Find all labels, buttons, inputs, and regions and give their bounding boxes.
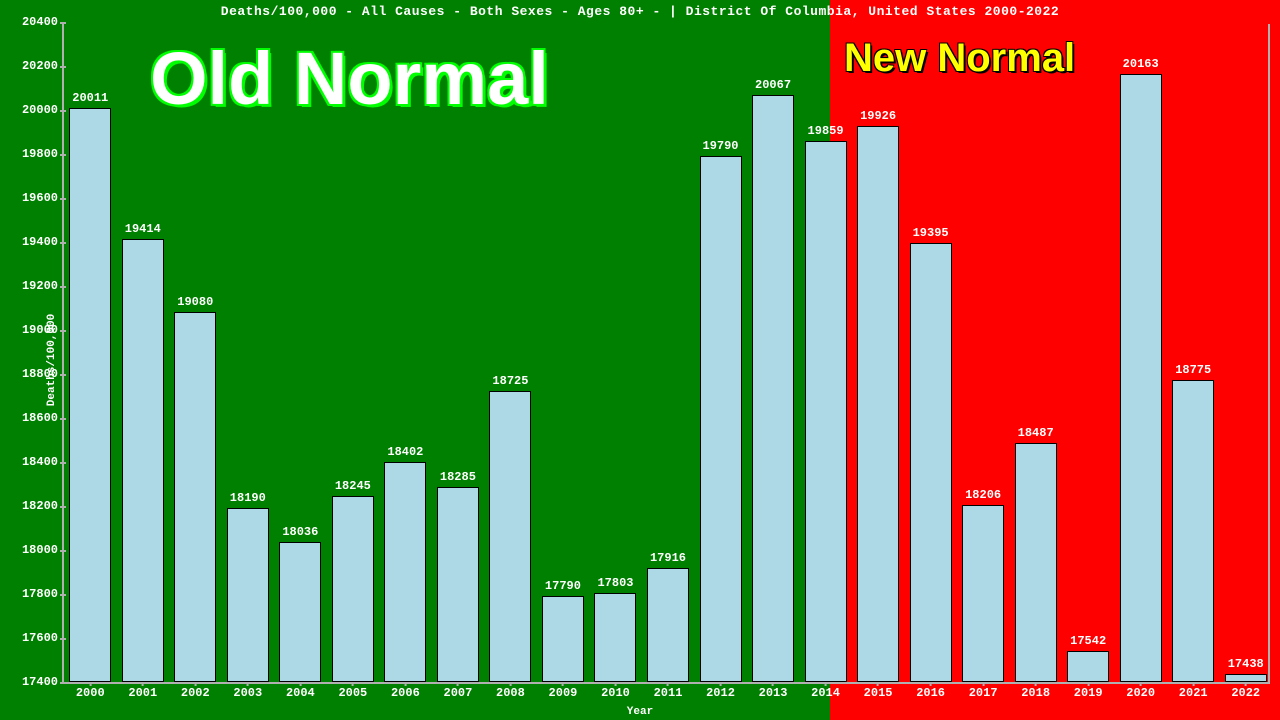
- bar-value-label: 18285: [440, 470, 476, 488]
- bar-value-label: 18775: [1175, 363, 1211, 381]
- y-tick: 19000: [22, 323, 64, 337]
- x-tick: 2021: [1179, 682, 1208, 700]
- bar: 17916: [647, 568, 689, 682]
- x-tick: 2018: [1021, 682, 1050, 700]
- bar-value-label: 19080: [177, 295, 213, 313]
- bar: 18402: [384, 462, 426, 682]
- x-tick: 2004: [286, 682, 315, 700]
- bar-value-label: 18245: [335, 479, 371, 497]
- y-tick: 18200: [22, 499, 64, 513]
- x-tick: 2010: [601, 682, 630, 700]
- x-tick: 2017: [969, 682, 998, 700]
- bar-value-label: 18190: [230, 491, 266, 509]
- bar: 19926: [857, 126, 899, 682]
- bar: 19859: [805, 141, 847, 682]
- bar: 19790: [700, 156, 742, 682]
- x-tick: 2006: [391, 682, 420, 700]
- bar-value-label: 17790: [545, 579, 581, 597]
- bar-value-label: 18206: [965, 488, 1001, 506]
- x-tick: 2019: [1074, 682, 1103, 700]
- bar: 18725: [489, 391, 531, 683]
- y-tick: 17600: [22, 631, 64, 645]
- x-axis-label: Year: [0, 706, 1280, 718]
- bar-value-label: 17916: [650, 551, 686, 569]
- bar: 20011: [69, 108, 111, 682]
- bar-value-label: 18036: [282, 525, 318, 543]
- bar-value-label: 19395: [913, 226, 949, 244]
- bar: 19080: [174, 312, 216, 682]
- y-tick: 17800: [22, 587, 64, 601]
- bar-value-label: 20011: [72, 91, 108, 109]
- x-tick: 2002: [181, 682, 210, 700]
- bar-value-label: 19414: [125, 222, 161, 240]
- x-tick: 2012: [706, 682, 735, 700]
- y-tick: 19800: [22, 147, 64, 161]
- x-tick: 2020: [1126, 682, 1155, 700]
- x-tick: 2022: [1231, 682, 1260, 700]
- x-tick: 2013: [759, 682, 788, 700]
- y-tick: 19200: [22, 279, 64, 293]
- bar: 17542: [1067, 651, 1109, 682]
- y-tick: 20200: [22, 59, 64, 73]
- overlay-new-normal: New Normal: [844, 36, 1075, 81]
- y-tick: 19600: [22, 191, 64, 205]
- x-tick: 2008: [496, 682, 525, 700]
- bar: 19414: [122, 239, 164, 682]
- x-tick: 2014: [811, 682, 840, 700]
- x-tick: 2005: [338, 682, 367, 700]
- bar-value-label: 20163: [1123, 57, 1159, 75]
- chart-title: Deaths/100,000 - All Causes - Both Sexes…: [0, 4, 1280, 19]
- y-tick: 18600: [22, 411, 64, 425]
- y-tick: 18800: [22, 367, 64, 381]
- bar: 17803: [594, 593, 636, 682]
- y-tick: 20000: [22, 103, 64, 117]
- x-tick: 2003: [233, 682, 262, 700]
- bar-value-label: 17438: [1228, 657, 1264, 675]
- y-tick: 19400: [22, 235, 64, 249]
- bar-value-label: 18725: [492, 374, 528, 392]
- bar-value-label: 20067: [755, 78, 791, 96]
- bar: 18245: [332, 496, 374, 682]
- bar: 20067: [752, 95, 794, 682]
- x-tick: 2015: [864, 682, 893, 700]
- bar: 18190: [227, 508, 269, 682]
- bar-value-label: 18487: [1018, 426, 1054, 444]
- bar: 18487: [1015, 443, 1057, 682]
- overlay-old-normal: Old Normal: [150, 36, 549, 121]
- x-tick: 2016: [916, 682, 945, 700]
- y-tick: 18000: [22, 543, 64, 557]
- bar-value-label: 19926: [860, 109, 896, 127]
- bar-value-label: 17803: [597, 576, 633, 594]
- bar-value-label: 18402: [387, 445, 423, 463]
- x-tick: 2009: [549, 682, 578, 700]
- bar-value-label: 17542: [1070, 634, 1106, 652]
- x-tick: 2001: [128, 682, 157, 700]
- y-tick: 17400: [22, 675, 64, 689]
- bar: 19395: [910, 243, 952, 682]
- bar-value-label: 19859: [808, 124, 844, 142]
- plot-area: 1740017600178001800018200184001860018800…: [62, 24, 1270, 684]
- y-tick: 20400: [22, 15, 64, 29]
- bar: 17438: [1225, 674, 1267, 682]
- bar: 20163: [1120, 74, 1162, 682]
- bar: 18285: [437, 487, 479, 682]
- bar: 18775: [1172, 380, 1214, 683]
- x-tick: 2007: [444, 682, 473, 700]
- x-tick: 2000: [76, 682, 105, 700]
- bar: 18206: [962, 505, 1004, 682]
- bar-value-label: 19790: [702, 139, 738, 157]
- x-tick: 2011: [654, 682, 683, 700]
- y-tick: 18400: [22, 455, 64, 469]
- bar: 17790: [542, 596, 584, 682]
- bar: 18036: [279, 542, 321, 682]
